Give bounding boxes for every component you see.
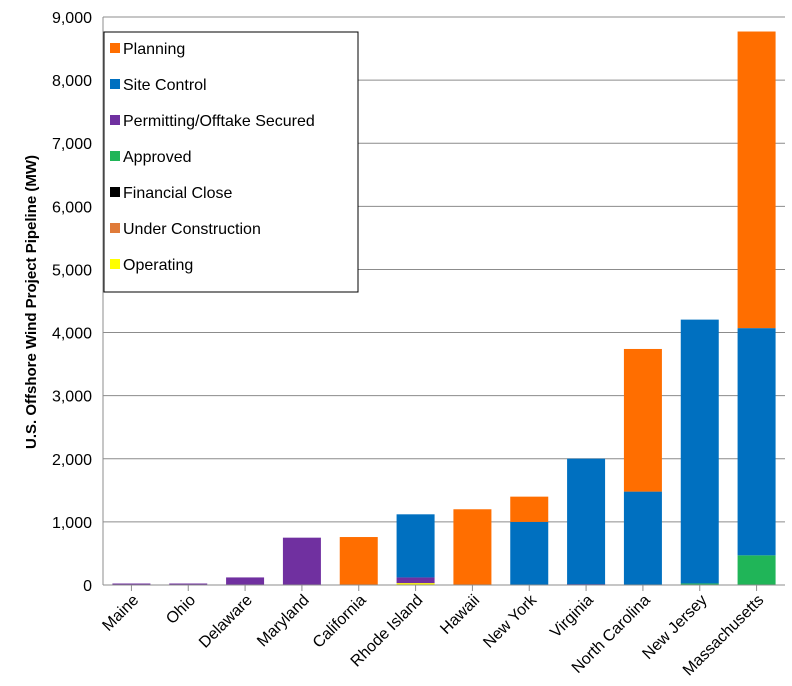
bar-segment-planning — [339, 537, 378, 585]
x-tick-label: Virginia — [547, 592, 597, 642]
legend-swatch — [110, 223, 120, 233]
bar-segment-planning — [737, 31, 776, 329]
legend-label: Approved — [123, 149, 192, 166]
x-tick-label: Hawaii — [437, 592, 483, 638]
bar-segment-permitting-offtake-secured — [567, 583, 606, 585]
x-tick-label: California — [310, 592, 370, 652]
bar-segment-site-control — [737, 328, 776, 556]
bar-segment-site-control — [396, 514, 435, 578]
y-tick-label: 5,000 — [52, 262, 92, 279]
legend-swatch — [110, 151, 120, 161]
legend-swatch — [110, 187, 120, 197]
bar-segment-site-control — [680, 319, 719, 584]
bar-segment-permitting-offtake-secured — [112, 583, 151, 585]
bar-segment-planning — [510, 496, 549, 522]
bars — [112, 31, 776, 585]
legend-swatch — [110, 79, 120, 89]
legend-label: Planning — [123, 41, 185, 58]
x-tick-label: Maine — [99, 592, 142, 635]
x-tick-label: New York — [480, 591, 541, 652]
bar-segment-approved — [737, 555, 776, 585]
bar-segment-permitting-offtake-secured — [226, 577, 265, 585]
legend: Planning Site Control Permitting/Offtake S… — [103, 31, 359, 293]
bar-segment-operating — [396, 583, 435, 585]
y-tick-label: 0 — [83, 578, 92, 595]
y-tick-label: 1,000 — [52, 515, 92, 532]
y-tick-label: 2,000 — [52, 452, 92, 469]
axes — [102, 17, 785, 591]
x-tick-labels: Maine OhioDelawareMarylandCaliforniaRhode… — [99, 591, 767, 679]
x-tick-label: Maryland — [254, 592, 313, 651]
bar-segment-permitting-offtake-secured — [282, 537, 321, 585]
bar-segment-site-control — [567, 458, 606, 585]
bar-segment-permitting-offtake-secured — [169, 583, 208, 585]
x-tick-label: Ohio — [163, 592, 199, 628]
legend-label: Site Control — [123, 77, 207, 94]
bar-segment-planning — [623, 348, 662, 492]
bar-segment-permitting-offtake-secured — [396, 577, 435, 584]
y-axis-label: U.S. Offshore Wind Project Pipeline (MW) — [23, 155, 40, 449]
legend-swatch — [110, 115, 120, 125]
y-tick-label: 4,000 — [52, 326, 92, 343]
y-tick-label: 7,000 — [52, 136, 92, 153]
bar-segment-approved — [680, 583, 719, 585]
y-tick-label: 6,000 — [52, 199, 92, 216]
y-tick-label: 8,000 — [52, 73, 92, 90]
y-tick-labels: 0 1,000 2,000 3,000 4,000 5,000 6,000 7,000 8,00… — [52, 10, 92, 595]
legend-box — [103, 31, 359, 293]
y-tick-label: 9,000 — [52, 10, 92, 27]
bar-segment-site-control — [623, 491, 662, 585]
legend-label: Under Construction — [123, 221, 261, 238]
bar-segment-planning — [453, 509, 492, 585]
legend-label: Operating — [123, 257, 193, 274]
legend-label: Permitting/Offtake Secured — [123, 113, 315, 130]
legend-swatch — [110, 259, 120, 269]
bar-segment-site-control — [510, 521, 549, 585]
legend-label: Financial Close — [123, 185, 232, 202]
y-tick-label: 3,000 — [52, 389, 92, 406]
legend-swatch — [110, 43, 120, 53]
x-tick-label: Delaware — [196, 592, 256, 652]
